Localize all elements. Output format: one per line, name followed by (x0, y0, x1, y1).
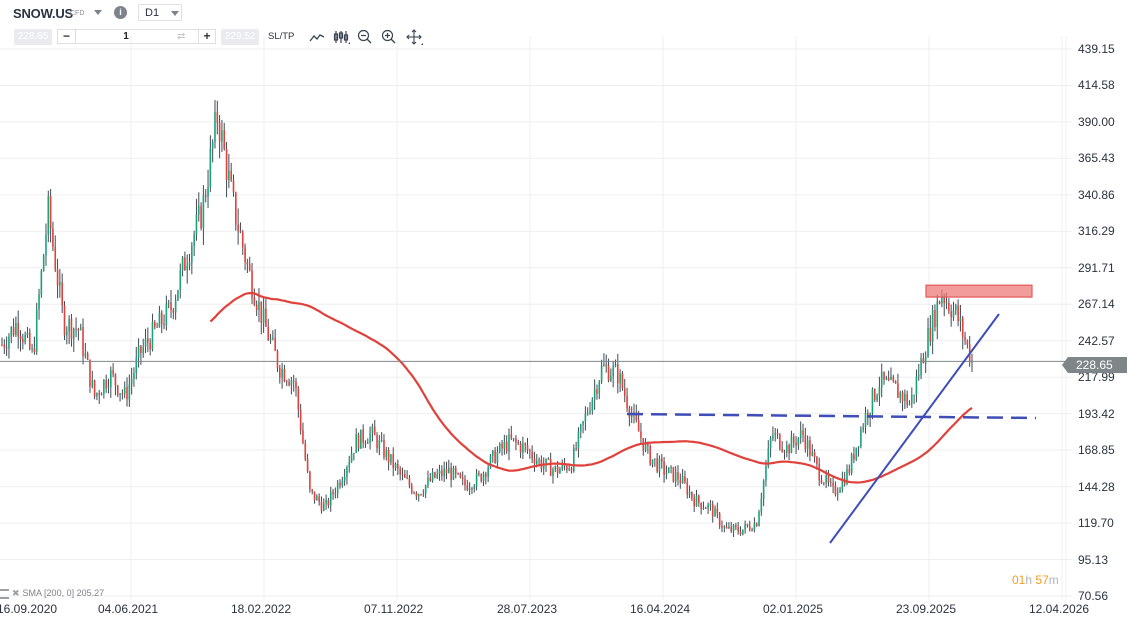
price-tick-label: 390.00 (1078, 114, 1115, 129)
info-icon[interactable]: i (114, 6, 127, 19)
date-tick-label: 16.09.2020 (0, 602, 58, 616)
resistance-zone (925, 284, 1033, 298)
current-price-label: 228.65 (1062, 357, 1127, 373)
chevron-down-icon (171, 11, 179, 16)
candle-countdown: 01h 57m (1012, 573, 1059, 587)
indicator-settings-icon[interactable] (0, 588, 9, 599)
date-tick-label: 16.04.2024 (630, 602, 691, 616)
price-tick-label: 439.15 (1078, 42, 1115, 56)
move-icon[interactable] (405, 28, 423, 46)
symbol-name[interactable]: SNOW.US (13, 6, 73, 21)
volume-stepper[interactable]: − 1 ⇄ + (57, 29, 216, 44)
price-tick-label: 316.29 (1078, 224, 1115, 239)
trendline (829, 313, 1000, 544)
zoom-in-icon[interactable] (380, 28, 398, 46)
date-tick-label: 07.11.2022 (364, 602, 424, 616)
price-tick-label: 340.86 (1078, 187, 1115, 202)
price-tick-label: 168.85 (1078, 443, 1115, 458)
price-tick-label: 267.14 (1078, 297, 1115, 312)
timeframe-select[interactable]: D1 (138, 4, 182, 21)
sell-price-button[interactable]: 228.65 (14, 29, 52, 45)
date-tick-label: 04.06.2021 (98, 602, 159, 616)
date-tick-label: 12.04.2026 (1029, 602, 1090, 616)
indicator-legend: ✖ SMA [200, 0] 205.27 (0, 588, 104, 599)
swap-icon[interactable]: ⇄ (177, 31, 186, 42)
price-tick-label: 144.28 (1078, 479, 1115, 494)
price-tick-label: 119.70 (1078, 516, 1114, 531)
sma-line (209, 292, 973, 484)
timeframe-value: D1 (145, 7, 160, 19)
price-tick-label: 242.57 (1078, 333, 1115, 348)
increase-volume-button[interactable]: + (198, 30, 215, 43)
date-tick-label: 23.09.2025 (896, 602, 957, 616)
sltp-button[interactable]: SL/TP (268, 31, 295, 42)
price-tick-label: 365.43 (1078, 151, 1115, 166)
line-chart-icon[interactable] (308, 28, 326, 46)
volume-input[interactable]: 1 (123, 31, 129, 42)
zoom-out-icon[interactable] (356, 28, 374, 46)
candlesticks (1, 100, 973, 538)
candlestick-chart-icon[interactable] (332, 28, 350, 46)
chart-grid (0, 36, 1072, 600)
support-dashed-line (626, 412, 1037, 420)
price-tick-label: 414.58 (1078, 78, 1115, 93)
price-tick-label: 70.56 (1078, 589, 1109, 603)
sma-legend-text: SMA [200, 0] 205.27 (22, 588, 105, 598)
date-tick-label: 02.01.2025 (763, 602, 824, 616)
price-tick-label: 95.13 (1078, 552, 1109, 567)
date-tick-label: 18.02.2022 (231, 602, 292, 616)
symbol-dropdown-icon[interactable] (94, 10, 102, 15)
instrument-type: CFD (70, 10, 85, 17)
price-tick-label: 193.42 (1078, 406, 1115, 421)
trade-bar: 228.65 − 1 ⇄ + 229.52 SL/TP (0, 27, 1137, 47)
price-tick-label: 217.99 (1078, 370, 1115, 385)
price-tick-label: 291.71 (1078, 260, 1115, 275)
buy-price-button[interactable]: 229.52 (221, 29, 259, 45)
remove-indicator-icon[interactable]: ✖ (12, 588, 20, 598)
date-tick-label: 28.07.2023 (497, 602, 558, 616)
decrease-volume-button[interactable]: − (58, 30, 76, 43)
instrument-header: SNOW.US CFD i D1 (0, 0, 1137, 26)
